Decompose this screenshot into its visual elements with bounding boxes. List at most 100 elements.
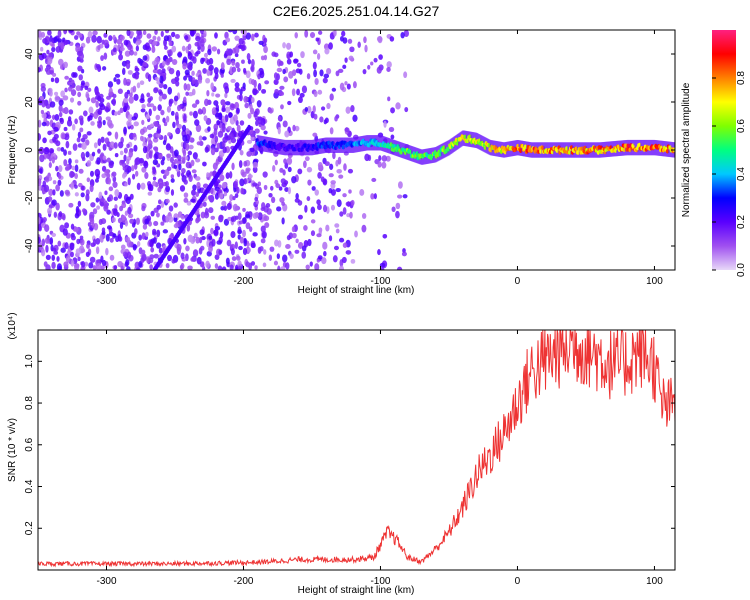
spectrogram-cell bbox=[304, 204, 308, 213]
spectrogram-cell bbox=[141, 103, 146, 109]
spectrogram-cell bbox=[250, 64, 255, 73]
spectrogram-cell bbox=[55, 165, 59, 172]
spectrogram-cell bbox=[74, 118, 78, 125]
spectrogram-cell bbox=[262, 262, 267, 268]
spectrogram-cell bbox=[126, 158, 130, 165]
spectrogram-cell bbox=[133, 37, 137, 44]
snr-y-axis-label: SNR (10 * v/v) bbox=[7, 418, 18, 482]
spectrogram-cell bbox=[225, 101, 231, 106]
spectrogram-cell bbox=[139, 80, 145, 86]
spectrogram-cell bbox=[381, 155, 388, 162]
spectrogram-cell bbox=[325, 224, 330, 232]
spectrogram-cell bbox=[79, 238, 85, 246]
spectrogram-cell bbox=[277, 265, 281, 270]
spectrogram-cell bbox=[341, 256, 347, 264]
spectrogram-cell bbox=[153, 220, 159, 227]
spectrogram-cell bbox=[171, 258, 176, 264]
spectrogram-cell bbox=[204, 146, 209, 153]
spectrogram-cell bbox=[46, 153, 50, 160]
spectrogram-cell bbox=[77, 200, 82, 207]
spectrogram-cell bbox=[170, 189, 175, 196]
spectrogram-cell bbox=[247, 124, 251, 131]
spectrogram-cell bbox=[246, 52, 251, 61]
spectrogram-cell bbox=[95, 246, 100, 255]
spectrogram-cell bbox=[166, 153, 172, 159]
spectrogram-cell bbox=[47, 130, 52, 136]
spectrogram-cell bbox=[138, 234, 143, 241]
spectrogram-cell bbox=[131, 116, 138, 121]
spectrogram-cell bbox=[81, 142, 87, 150]
spectrogram-cell bbox=[160, 169, 166, 174]
spectrogram-cell bbox=[88, 262, 94, 269]
spectrogram-cell bbox=[231, 162, 235, 171]
spectrogram-cell bbox=[252, 161, 258, 169]
spectrogram-cell bbox=[102, 143, 107, 151]
spectrogram-cell bbox=[164, 180, 169, 188]
spectrogram-cell bbox=[173, 223, 179, 229]
spectrogram-cell bbox=[282, 68, 286, 75]
spectrogram-cell bbox=[257, 83, 262, 91]
spectrogram-cell bbox=[242, 247, 248, 256]
spectrogram-cell bbox=[191, 169, 197, 174]
spectrogram-cell bbox=[87, 115, 91, 122]
spectrogram-cell bbox=[188, 144, 194, 150]
spectrogram-cell bbox=[243, 160, 248, 167]
spectrogram-cell bbox=[292, 232, 297, 239]
y-tick-label: 1.0 bbox=[24, 354, 35, 368]
spectrogram-cell bbox=[254, 211, 259, 218]
spectrogram-cell bbox=[192, 110, 198, 119]
spectrogram-cell bbox=[296, 62, 302, 68]
spectrogram-cell bbox=[126, 30, 131, 37]
spectrogram-cell bbox=[350, 199, 355, 206]
spectrogram-cell bbox=[287, 166, 292, 173]
spectrogram-cell bbox=[70, 251, 74, 258]
spectrogram-cell bbox=[68, 158, 72, 165]
spectrogram-cell bbox=[169, 156, 175, 163]
spectrogram-cell bbox=[90, 202, 96, 208]
spectrogram-cell bbox=[128, 149, 134, 158]
spectrogram-cell bbox=[63, 126, 68, 132]
spectrogram-cell bbox=[333, 245, 339, 251]
colorbar-label: Normalized spectral amplitude bbox=[681, 82, 692, 217]
spectrogram-cell bbox=[180, 252, 185, 260]
spectrogram-cell bbox=[142, 55, 148, 61]
spectrogram-cell bbox=[237, 212, 242, 220]
spectrogram-cell bbox=[272, 165, 276, 172]
spectrogram-cell bbox=[142, 146, 148, 154]
spectrogram-cell bbox=[38, 168, 43, 174]
spectrogram-cell bbox=[378, 155, 382, 162]
spectrogram-cell bbox=[181, 167, 186, 174]
spectrogram-cell bbox=[210, 82, 214, 91]
spectrogram-cell bbox=[107, 177, 112, 185]
spectrogram-cell bbox=[170, 178, 175, 183]
spectrogram-cell bbox=[165, 215, 170, 223]
spectrogram-cell bbox=[339, 211, 344, 217]
spectrogram-cell bbox=[204, 207, 209, 216]
spectrogram-cell bbox=[214, 186, 220, 192]
spectrogram-cell bbox=[263, 45, 268, 54]
spectrogram-cell bbox=[186, 200, 192, 206]
spectrogram-cell bbox=[371, 177, 377, 182]
spectrogram-cell bbox=[74, 164, 79, 173]
spectrogram-cell bbox=[155, 133, 162, 138]
spectrogram-cell bbox=[126, 266, 131, 270]
y-tick-label: -40 bbox=[24, 238, 35, 253]
spectrogram-cell bbox=[260, 238, 266, 244]
spectrogram-cell bbox=[84, 85, 89, 91]
spectrogram-cell bbox=[55, 202, 60, 211]
spectrogram-cell bbox=[324, 47, 330, 55]
spectrogram-cell bbox=[91, 151, 96, 157]
spectrogram-cell bbox=[250, 261, 256, 266]
spectrogram-cell bbox=[401, 251, 407, 257]
spectrogram-cell bbox=[147, 140, 153, 147]
spectrogram-cell bbox=[339, 265, 344, 270]
spectrogram-cell bbox=[279, 60, 283, 65]
snr-y-ticks: 0.2 0.4 0.6 0.8 1.0 bbox=[24, 354, 675, 535]
spectrogram-cell bbox=[236, 255, 241, 261]
spectrogram-cell bbox=[181, 45, 186, 52]
spectrogram-cell bbox=[69, 242, 75, 251]
spectrogram-cell bbox=[541, 142, 544, 158]
spectrogram-cell bbox=[127, 70, 133, 75]
